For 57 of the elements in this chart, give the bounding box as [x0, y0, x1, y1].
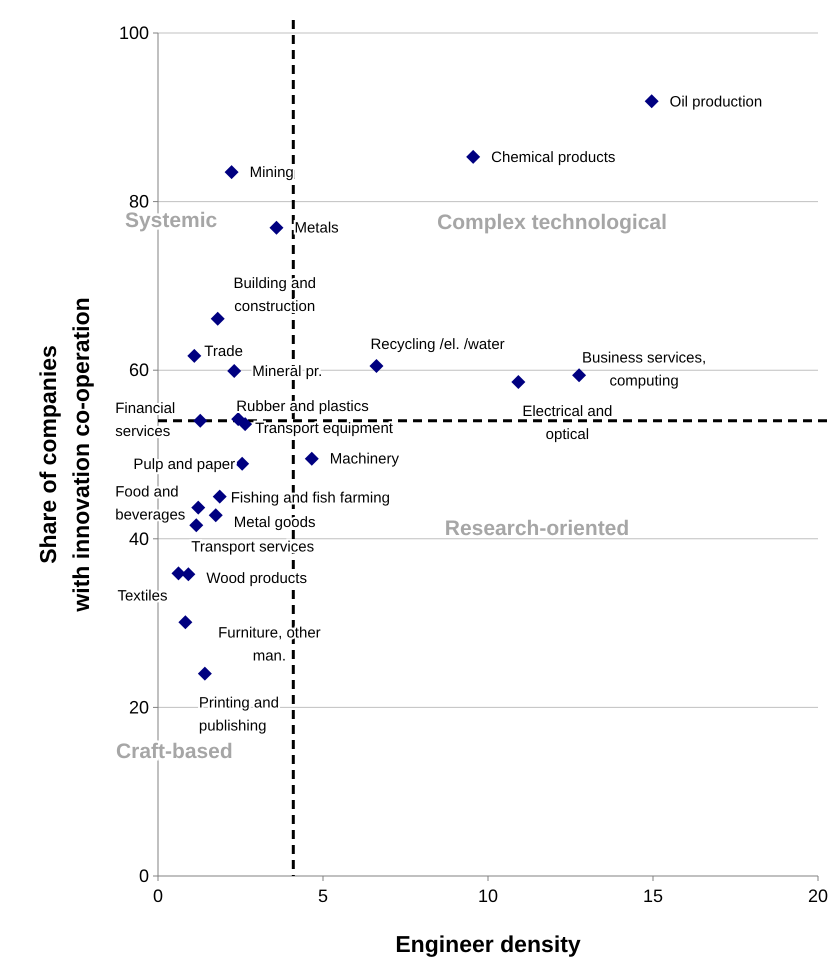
point — [187, 348, 202, 363]
point — [171, 566, 186, 580]
point — [212, 490, 227, 504]
annotation: Oil production — [670, 93, 762, 110]
annotation: Mineral pr. — [252, 363, 322, 380]
y-tick-label: 20 — [128, 697, 149, 718]
y-axis-title: Share of companies with innovation co-operation — [35, 297, 94, 613]
point — [189, 518, 204, 532]
annotation: Trade — [204, 342, 243, 360]
annotation: Machinery — [330, 450, 400, 468]
annotation: Textiles — [117, 587, 168, 604]
y-tick-label: 80 — [128, 192, 149, 212]
y-tick-label: 60 — [128, 360, 149, 380]
annotation: Food and beverages — [115, 484, 186, 524]
point — [369, 358, 384, 373]
point — [227, 364, 242, 378]
annotation: Metals — [294, 220, 339, 237]
point — [644, 94, 659, 108]
point — [238, 417, 252, 432]
annotation: Pulp and paper — [133, 456, 236, 473]
annotation: Electrical and optical — [522, 403, 612, 443]
annotation: Business services, computing — [582, 349, 706, 390]
annotation: Printing and publishing — [198, 694, 279, 735]
x-tick-label: 10 — [478, 886, 498, 906]
annotation: Research-oriented — [444, 517, 630, 540]
annotation: Building and construction — [233, 274, 316, 315]
annotation: Rubber and plastics — [236, 398, 369, 416]
point — [466, 150, 480, 164]
annotation: Recycling /el. /water — [370, 336, 505, 353]
annotation: Chemical products — [491, 148, 616, 166]
x-axis-title: Engineer density — [395, 931, 581, 957]
point — [178, 615, 192, 630]
x-tick-label: 5 — [318, 886, 328, 906]
annotation: Complex technological — [437, 211, 667, 234]
point — [269, 220, 284, 235]
point — [511, 375, 526, 389]
point — [193, 414, 208, 428]
y-tick-label: 40 — [128, 528, 149, 549]
annotation: Furniture, other man. — [218, 624, 321, 664]
annotation: Metal goods — [234, 514, 316, 532]
x-tick-label: 15 — [642, 886, 664, 906]
point — [191, 500, 206, 515]
point — [224, 165, 239, 180]
annotation: Financial services — [115, 400, 176, 440]
point — [181, 567, 196, 582]
point — [198, 666, 212, 681]
point — [304, 452, 319, 466]
point — [208, 508, 223, 522]
annotation: Fishing and fish farming — [230, 490, 390, 507]
x-tick-label: 0 — [152, 886, 164, 906]
y-tick-label: 100 — [118, 23, 149, 43]
point — [235, 456, 250, 471]
point — [572, 368, 586, 382]
x-tick-label: 20 — [808, 886, 828, 906]
point — [210, 312, 225, 326]
annotation: Transport services — [191, 538, 314, 556]
y-tick-label: 0 — [138, 866, 149, 886]
